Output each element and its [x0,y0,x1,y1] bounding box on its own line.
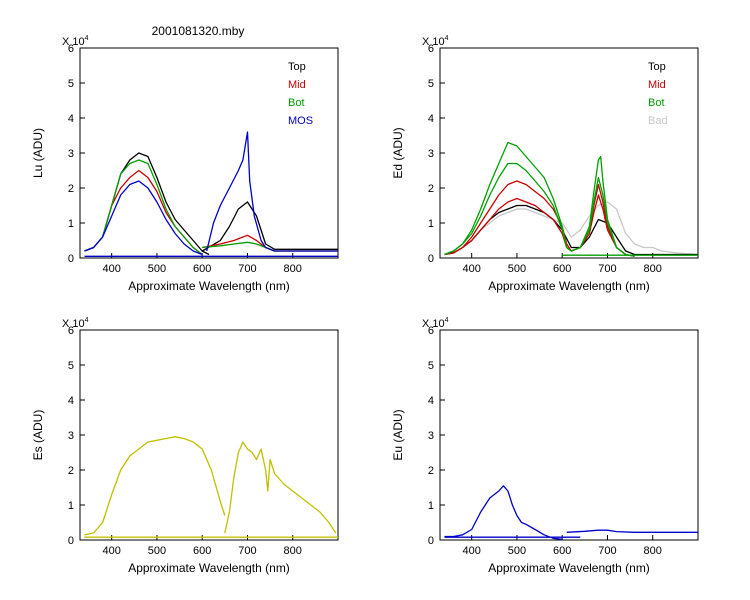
y-tick-label: 0 [428,253,434,265]
x-tick-label: 400 [103,545,121,557]
legend-entry-bot: Bot [288,97,305,109]
series-line-bot [444,162,635,257]
x-tick-label: 400 [463,545,481,557]
x-tick-label: 600 [553,263,571,275]
y-tick-label: 6 [68,325,74,337]
y-tick-label: 3 [428,430,434,442]
y-tick-label: 1 [428,500,434,512]
x-tick-label: 600 [193,545,211,557]
y-tick-label: 4 [68,395,74,407]
y-tick-label: 0 [428,535,434,547]
series-group [444,485,698,540]
axis-exponent-label: X 104 [62,317,89,330]
chart-panel-bottom-left: 0 1 2 3 4 5 6 400 500 600 700 800 X 104 Approximate W… [31,317,339,575]
y-tick-label: 2 [68,465,74,477]
series-line-eu [566,529,698,533]
y-tick-label: 0 [68,253,74,265]
series-line-bad [444,201,698,256]
series-line-mos [206,131,338,252]
y-tick-label: 2 [428,183,434,195]
series-group [84,131,338,257]
x-tick-label: 800 [284,263,302,275]
legend-entry-mid: Mid [648,79,666,91]
x-tick-label: 700 [598,263,616,275]
legend-entry-mid: Mid [288,79,306,91]
y-tick-label: 3 [68,430,74,442]
x-axis-label: Approximate Wavelength (nm) [488,279,650,293]
x-tick-label: 400 [103,263,121,275]
series-line-bot [84,159,203,256]
y-tick-label: 5 [68,360,74,372]
x-tick-label: 600 [193,263,211,275]
x-tick-label: 700 [238,545,256,557]
legend-entry-top: Top [288,61,306,73]
y-axis-label: Eu (ADU) [391,409,405,460]
plot-frame [439,329,699,541]
y-tick-label: 5 [428,78,434,90]
legend-entry-mos: MOS [288,115,313,127]
y-tick-label: 4 [428,395,434,407]
y-tick-label: 4 [68,113,74,125]
legend-entry-top: Top [648,61,666,73]
y-axis-label: Ed (ADU) [391,127,405,178]
x-axis-label: Approximate Wavelength (nm) [128,279,290,293]
y-tick-label: 6 [428,325,434,337]
y-axis-label: Es (ADU) [31,410,45,461]
x-tick-label: 500 [148,545,166,557]
y-tick-label: 2 [68,183,74,195]
axis-exponent-label: X 104 [422,317,449,330]
y-tick-label: 1 [68,500,74,512]
legend-entry-bad: Bad [648,115,668,127]
x-tick-label: 700 [238,263,256,275]
chart-panel-bottom-right: 0 1 2 3 4 5 6 400 500 600 700 800 X 104 Approximate W… [391,317,699,575]
x-tick-label: 800 [644,545,662,557]
series-line-mid [444,194,635,257]
x-tick-label: 500 [508,545,526,557]
plot-frame [79,329,339,541]
series-line-bot [444,141,635,257]
x-tick-label: 500 [508,263,526,275]
y-tick-label: 6 [68,43,74,55]
chart-panel-top-left: 0 1 2 3 4 5 6 400 500 600 700 800 X 104 Approximate W… [31,35,339,293]
series-line-mos [84,180,203,256]
x-tick-label: 700 [598,545,616,557]
figure-title: 2001081320.mby [152,24,245,38]
chart-panel-top-right: 0 1 2 3 4 5 6 400 500 600 700 800 X 104 Approximate W… [391,35,699,293]
axis-exponent-label: X 104 [422,35,449,48]
series-group [84,436,338,538]
y-tick-label: 0 [68,535,74,547]
series-line-mid [444,180,635,257]
y-tick-label: 5 [68,78,74,90]
y-tick-label: 3 [68,148,74,160]
x-tick-label: 600 [553,545,571,557]
series-line-mid [84,169,203,256]
series-line-top [84,152,210,256]
x-tick-label: 800 [644,263,662,275]
y-tick-label: 1 [68,218,74,230]
y-tick-label: 1 [428,218,434,230]
x-tick-label: 500 [148,263,166,275]
legend-entry-bot: Bot [648,97,665,109]
series-line-top [201,201,338,252]
y-tick-label: 6 [428,43,434,55]
x-tick-label: 400 [463,263,481,275]
axis-exponent-label: X 104 [62,35,89,48]
x-tick-label: 800 [284,545,302,557]
y-axis-label: Lu (ADU) [31,128,45,178]
series-group [444,141,698,257]
x-axis-label: Approximate Wavelength (nm) [488,561,650,575]
series-line-es [224,441,337,534]
series-line-es [84,436,226,536]
series-line-eu [444,485,563,540]
y-tick-label: 4 [428,113,434,125]
y-tick-label: 3 [428,148,434,160]
y-tick-label: 5 [428,360,434,372]
y-tick-label: 2 [428,465,434,477]
x-axis-label: Approximate Wavelength (nm) [128,561,290,575]
